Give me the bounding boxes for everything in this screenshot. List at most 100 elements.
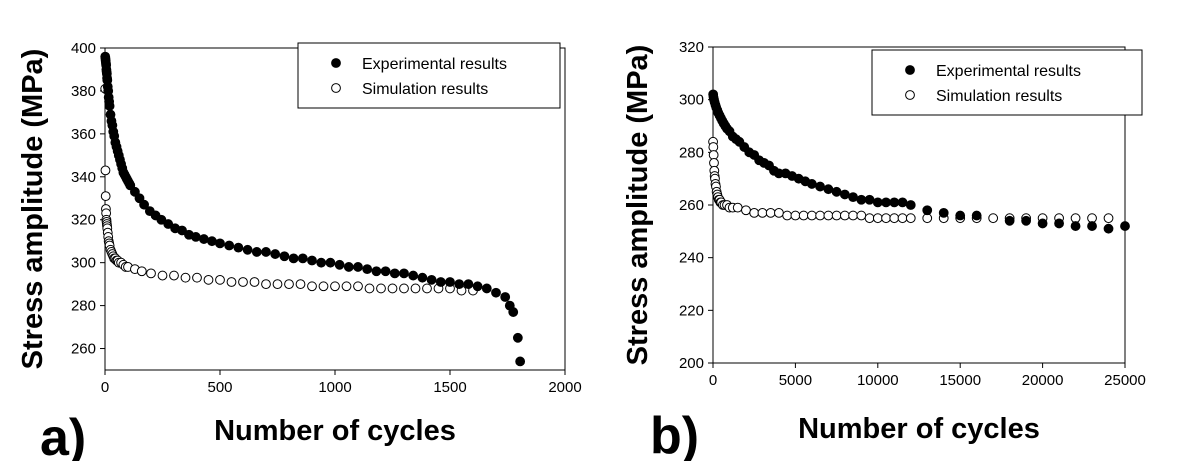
chart-a-simulation-point: [399, 283, 409, 294]
chart-a-experimental-point: [279, 251, 290, 262]
chart-a: 260 280 300 320 340 360 380 400 0 500 1000 1500 2000…: [17, 40, 582, 461]
chart-b-experimental-point: [889, 197, 900, 208]
chart-a-experimental-point: [435, 277, 446, 287]
chart-a-simulation-point: [203, 274, 214, 285]
chart-a-experimental-point: [362, 264, 373, 275]
chart-b-legend-box: [871, 49, 1143, 116]
chart-b-x-tick-label: 15000: [939, 372, 981, 389]
chart-a-simulation-point: [169, 270, 179, 281]
chart-b-experimental-point: [823, 184, 834, 195]
chart-b-experimental-point: [856, 194, 867, 205]
chart-b-experimental-point: [881, 197, 891, 208]
chart-b-simulation-point: [815, 210, 826, 221]
chart-a-simulation-point: [146, 268, 156, 279]
chart-a-experimental-point: [472, 281, 483, 292]
chart-a-simulation-point: [318, 281, 329, 292]
chart-a-simulation-point: [330, 281, 340, 292]
chart-a-experimental-point: [207, 236, 217, 247]
chart-b-experimental-point: [1120, 221, 1130, 231]
chart-a-experimental-point: [417, 272, 428, 283]
chart-a-y-tick-label: 260: [71, 341, 96, 358]
chart-b-experimental-point: [938, 208, 949, 218]
chart-b-y-tick-label: 240: [679, 250, 704, 267]
chart-b-simulation-point: [881, 213, 891, 224]
chart-a-simulation-point: [422, 283, 432, 294]
chart-a-y-tick-label: 300: [71, 255, 96, 272]
chart-b-simulation-point: [839, 210, 850, 221]
chart-a-experimental-point: [190, 232, 201, 242]
chart-a-experimental-point: [156, 214, 167, 225]
chart-a-x-tick-label: 500: [207, 379, 232, 396]
chart-a-experimental-point: [242, 244, 253, 255]
chart-b-experimental-point: [1087, 221, 1097, 231]
chart-b-y-tick-label: 260: [679, 197, 704, 214]
chart-b-simulation-point: [1103, 213, 1114, 224]
chart-b-legend-marker-simulation: [905, 90, 915, 100]
chart-b-simulation-point: [782, 210, 793, 221]
chart-b-simulation-point: [790, 210, 801, 221]
chart-a-experimental-point: [512, 332, 523, 343]
chart-a-simulation-point: [353, 281, 363, 292]
chart-b-y-tick-label: 300: [679, 92, 704, 109]
chart-a-simulation-point: [261, 279, 271, 290]
chart-b-simulation-point: [905, 213, 916, 224]
chart-b-y-tick-label: 280: [679, 144, 704, 161]
chart-a-experimental-point: [371, 266, 382, 277]
chart-b-simulation-point: [872, 213, 883, 224]
chart-a-experimental-point: [251, 247, 262, 257]
chart-b-y-tick-label: 200: [679, 355, 704, 372]
chart-a-experimental-point: [463, 279, 474, 290]
chart-b-simulation-point: [765, 208, 776, 218]
chart-b-experimental-point: [1037, 218, 1048, 229]
chart-b-y-tick-label: 220: [679, 302, 704, 319]
chart-a-experimental-point: [380, 266, 391, 277]
chart-a-experimental-point: [233, 242, 244, 253]
chart-a-simulation-point: [341, 281, 352, 292]
chart-a-experimental-point: [445, 277, 455, 287]
chart-b-simulation-point: [741, 205, 751, 216]
chart-b-experimental-point: [1054, 218, 1064, 229]
chart-b-simulation-point: [774, 208, 784, 218]
chart-b-legend-label-experimental: Experimental results: [936, 63, 1081, 80]
chart-a-experimental-point: [288, 253, 299, 264]
chart-a-panel-label: a): [40, 409, 86, 461]
chart-b-simulation-point: [848, 210, 858, 221]
chart-b-legend-label-simulation: Simulation results: [936, 88, 1062, 105]
chart-b-experimental-point: [1103, 223, 1114, 234]
chart-a-experimental-point: [270, 249, 281, 259]
chart-a-y-tick-label: 320: [71, 212, 96, 229]
chart-a-experimental-point: [508, 307, 519, 317]
chart-a-simulation-point: [295, 279, 306, 290]
chart-a-y-tick-label: 400: [71, 40, 96, 57]
chart-a-simulation-point: [272, 279, 283, 290]
chart-a-experimental-point: [163, 219, 174, 229]
chart-a-y-tick-label: 360: [71, 126, 96, 143]
chart-a-experimental-point: [224, 240, 235, 251]
chart-b-simulation-point: [806, 210, 817, 221]
chart-b-simulation-point: [856, 210, 867, 221]
chart-a-x-tick-label: 1500: [433, 379, 466, 396]
chart-b-experimental-point: [955, 210, 966, 221]
chart-a-simulation-point: [376, 283, 386, 294]
chart-b-experimental-point: [806, 179, 817, 189]
chart-a-simulation-point: [100, 191, 111, 202]
chart-b-experimental-point: [905, 200, 916, 210]
chart-b-simulation-point: [749, 208, 760, 218]
chart-a-legend-box: [297, 42, 561, 109]
chart-b-simulation-point: [988, 213, 999, 224]
chart-b-y-tick-label: 320: [679, 39, 704, 56]
chart-a-legend-label-simulation: Simulation results: [362, 81, 488, 98]
chart-b-experimental-point: [839, 189, 850, 200]
chart-a-simulation-point: [100, 165, 111, 176]
chart-a-experimental-point: [307, 255, 317, 266]
chart-a-experimental-point: [389, 268, 400, 279]
chart-b-simulation-point: [732, 202, 743, 213]
chart-a-simulation-point: [238, 277, 248, 287]
chart-b-simulation-point: [831, 210, 842, 221]
chart-a-experimental-point: [261, 247, 271, 257]
chart-b-x-tick-label: 0: [709, 372, 717, 389]
chart-b-x-tick-label: 20000: [1022, 372, 1064, 389]
chart-b-x-tick-label: 25000: [1104, 372, 1146, 389]
chart-a-simulation-point: [157, 270, 168, 281]
chart-a-x-tick-label: 2000: [548, 379, 581, 396]
